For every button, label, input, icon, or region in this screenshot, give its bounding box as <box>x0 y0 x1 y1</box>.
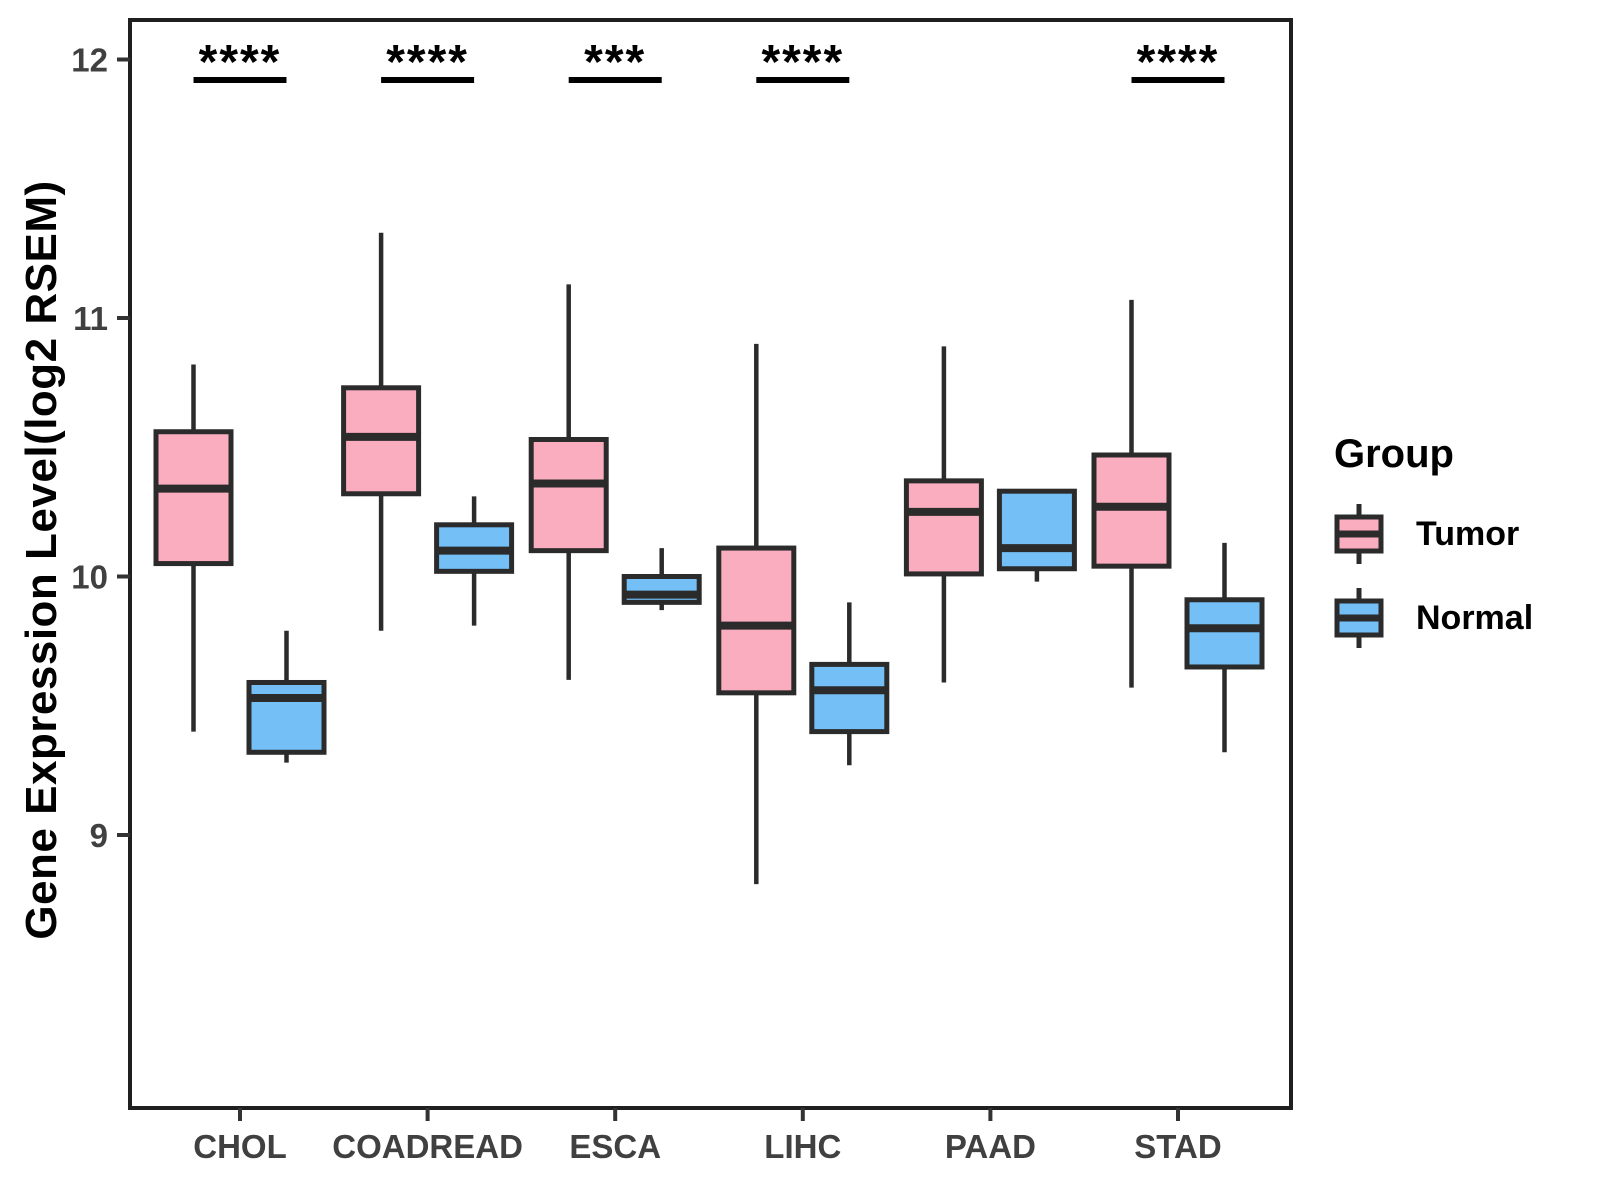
legend-entry-normal: Normal <box>1330 585 1590 651</box>
svg-text:11: 11 <box>73 300 108 337</box>
svg-text:10: 10 <box>71 558 108 595</box>
svg-text:ESCA: ESCA <box>569 1128 661 1165</box>
tumor-boxplot-key-icon <box>1334 504 1384 564</box>
y-axis-title: Gene Expression Level(log2 RSEM) <box>17 180 66 940</box>
svg-text:CHOL: CHOL <box>193 1128 287 1165</box>
svg-text:STAD: STAD <box>1134 1128 1221 1165</box>
svg-text:12: 12 <box>71 41 108 78</box>
legend-label-tumor: Tumor <box>1416 514 1520 553</box>
legend-label-normal: Normal <box>1416 598 1534 637</box>
svg-text:LIHC: LIHC <box>764 1128 841 1165</box>
legend-title: Group <box>1334 432 1454 476</box>
svg-text:PAAD: PAAD <box>945 1128 1036 1165</box>
normal-boxplot-key-icon <box>1334 588 1384 648</box>
legend: Group Tumor Normal <box>1330 432 1590 669</box>
svg-text:COADREAD: COADREAD <box>332 1128 523 1165</box>
svg-text:9: 9 <box>90 817 108 854</box>
legend-entry-tumor: Tumor <box>1330 501 1590 567</box>
